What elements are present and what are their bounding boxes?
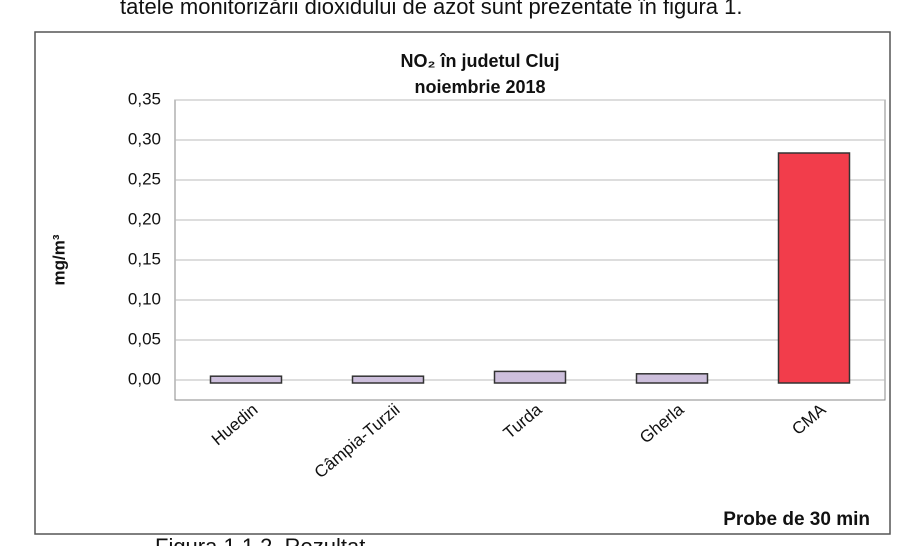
bar bbox=[351, 375, 425, 384]
y-tick-label: 0,05 bbox=[128, 329, 161, 348]
bar bbox=[777, 152, 851, 384]
chart-title: NO₂ în judetul Cluj bbox=[401, 51, 560, 71]
y-tick-label: 0,10 bbox=[128, 289, 161, 308]
y-tick-label: 0,00 bbox=[128, 369, 161, 388]
chart-subtitle: noiembrie 2018 bbox=[414, 77, 545, 97]
caption: Figura 1.1.2. Rezultat bbox=[155, 534, 365, 546]
y-tick-label: 0,35 bbox=[128, 89, 161, 108]
body-text: tatele monitorizării dioxidului de azot … bbox=[120, 0, 742, 19]
y-tick-label: 0,30 bbox=[128, 129, 161, 148]
y-tick-label: 0,20 bbox=[128, 209, 161, 228]
y-tick-label: 0,25 bbox=[128, 169, 161, 188]
x-axis-label: Probe de 30 min bbox=[723, 509, 870, 530]
bar bbox=[493, 370, 567, 384]
bar bbox=[209, 375, 283, 384]
y-axis-label: mg/m³ bbox=[49, 234, 68, 285]
y-tick-label: 0,15 bbox=[128, 249, 161, 268]
bar bbox=[635, 373, 709, 384]
chart-frame bbox=[34, 31, 891, 535]
